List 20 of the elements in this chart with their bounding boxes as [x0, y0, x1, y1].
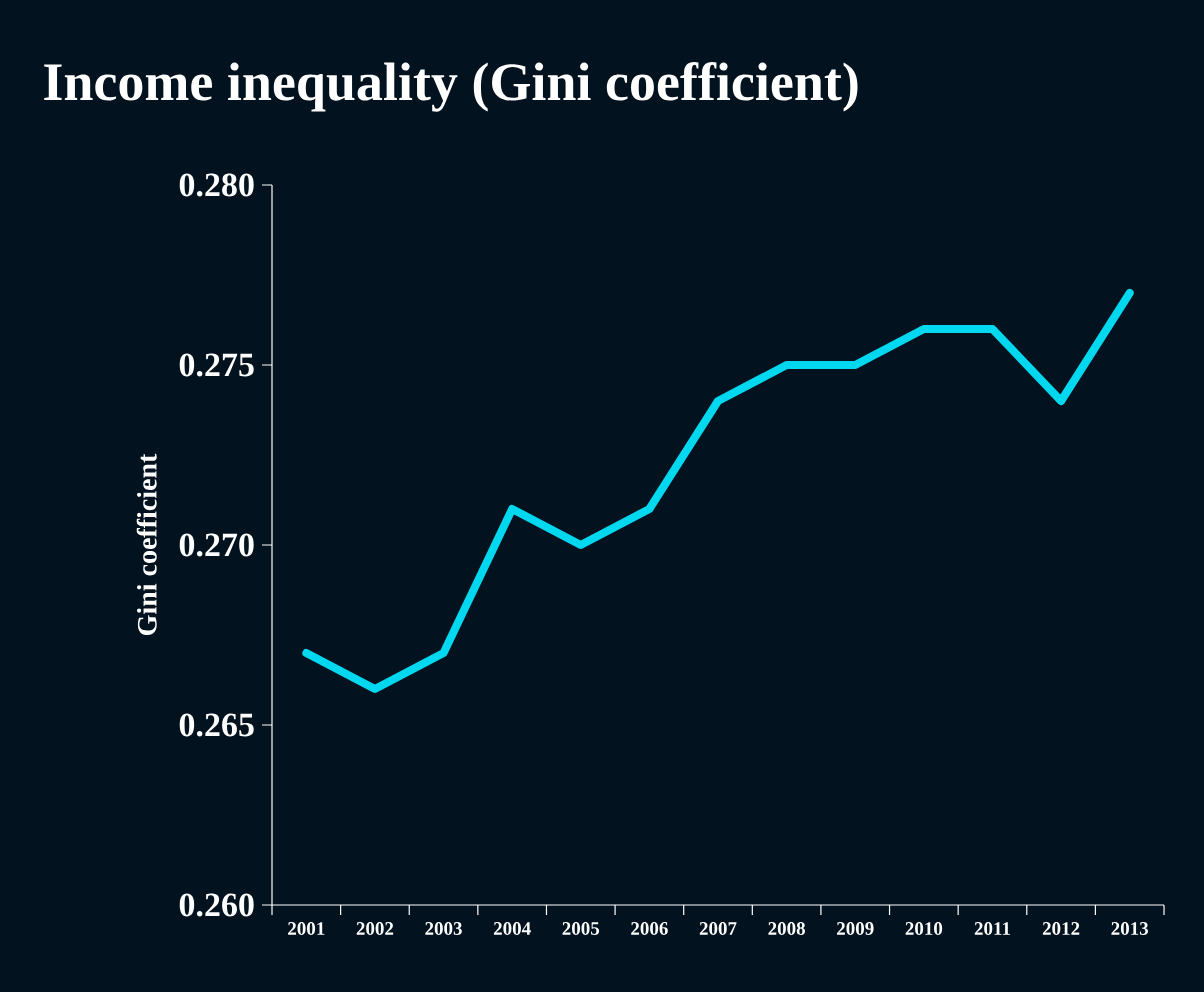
x-tick-label: 2007 — [699, 922, 737, 935]
x-tick-label: 2012 — [1042, 922, 1080, 935]
x-tick-label: 2004 — [493, 922, 531, 935]
x-tick-label: 2008 — [768, 922, 805, 935]
x-tick-label: 2006 — [631, 922, 668, 935]
chart-title: Income inequality (Gini coefficient) — [44, 61, 858, 112]
y-tick-label: 0.270 — [179, 533, 254, 557]
y-tick-label: 0.265 — [179, 713, 254, 737]
x-tick-label: 2005 — [562, 922, 600, 935]
y-tick-label: 0.260 — [179, 893, 254, 917]
x-tick-label: 2013 — [1111, 922, 1149, 935]
x-tick-label: 2001 — [288, 922, 325, 935]
y-axis-title: Gini coefficient — [136, 453, 157, 635]
y-tick-label: 0.275 — [179, 353, 254, 377]
y-tick-label: 0.280 — [179, 173, 254, 197]
x-tick-label: 2010 — [905, 922, 943, 935]
x-tick-label: 2002 — [356, 922, 394, 935]
x-tick-label: 2003 — [425, 922, 462, 935]
x-tick-label: 2009 — [837, 922, 874, 935]
x-tick-label: 2011 — [974, 922, 1010, 935]
